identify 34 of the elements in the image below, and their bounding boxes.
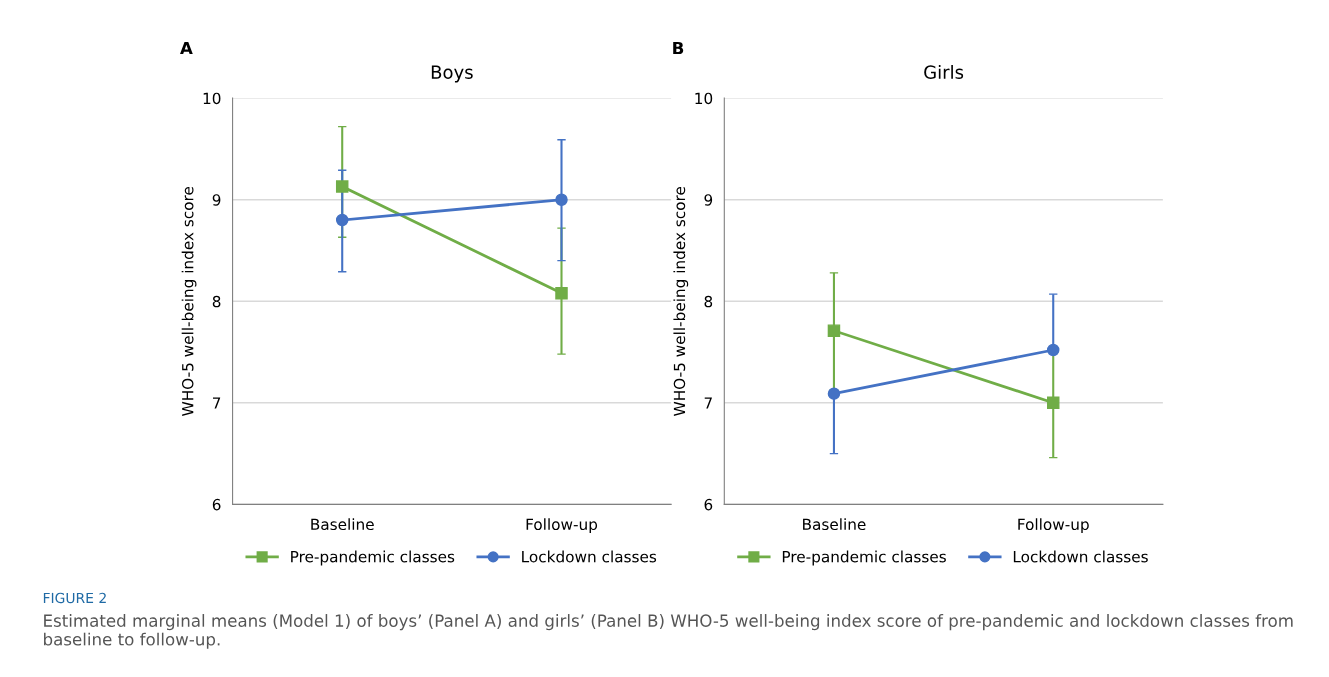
y-tick-label: 7 [213, 397, 221, 409]
text: B [673, 41, 684, 55]
point [827, 324, 841, 337]
legend-label: Lockdown classes [1013, 550, 1148, 563]
point [335, 180, 349, 193]
chart-title: Girls [924, 65, 964, 79]
x-tick-label: Follow-up [526, 518, 598, 534]
legend-label: Pre-pandemic classes [782, 550, 946, 566]
text: Estimated marginal means (Model 1) of boys’ (Panel A) and girls’ (Panel B) WHO-5 well-being index score of pre-pandemic and lockdown classes from baseline to follow-up. [44, 614, 1293, 649]
x-tick-label: Baseline [311, 518, 374, 531]
x-tick-label: Follow-up [1018, 518, 1089, 534]
point [555, 193, 568, 206]
y-axis-title: WHO-5 well-being index score [181, 186, 197, 416]
point [1046, 396, 1060, 410]
y-tick-label: 9 [704, 194, 713, 206]
point [827, 387, 841, 400]
y-tick-label: 6 [704, 498, 713, 511]
y-tick-label: 10 [203, 92, 221, 105]
legend-label: Pre-pandemic classes [291, 550, 455, 566]
chart-title: Boys [431, 65, 473, 83]
point [555, 286, 568, 300]
y-tick-label: 6 [212, 498, 221, 511]
y-tick-label: 7 [704, 397, 712, 409]
point [335, 213, 349, 227]
y-axis-title: WHO-5 well-being index score [673, 186, 689, 416]
caption: FIGURE 2 [43, 592, 106, 604]
y-tick-label: 9 [212, 194, 221, 206]
legend-label: Lockdown classes [522, 550, 657, 563]
y-tick-label: 10 [695, 92, 713, 105]
x-tick-label: Baseline [803, 518, 866, 531]
y-tick-label: 8 [704, 295, 713, 308]
point [1046, 343, 1060, 357]
y-tick-label: 8 [212, 295, 221, 308]
text: A [180, 41, 193, 55]
